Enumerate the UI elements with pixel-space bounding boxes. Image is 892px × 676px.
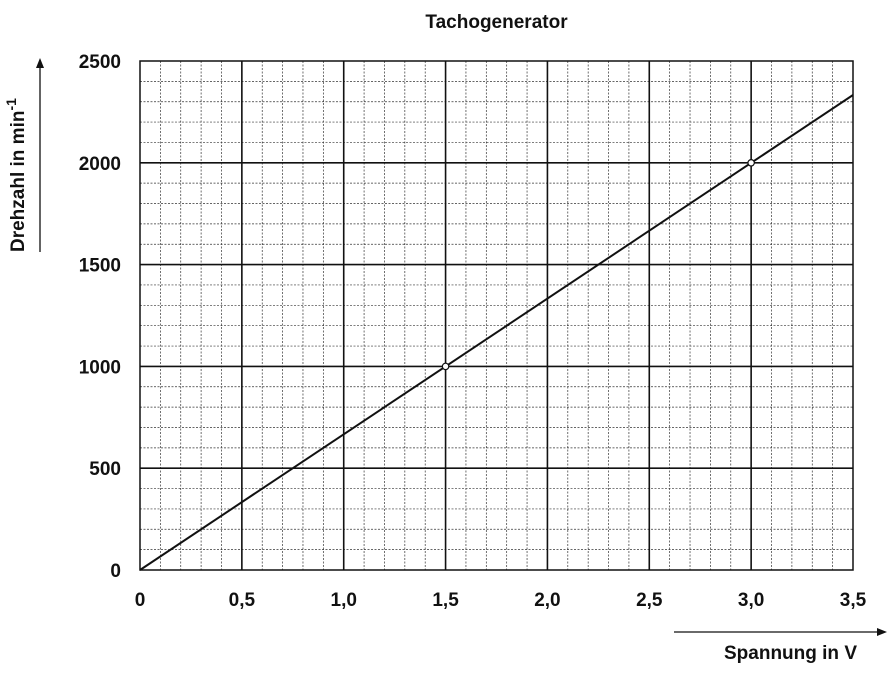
y-tick-label: 1000 (79, 357, 121, 378)
x-tick-label: 1,5 (432, 590, 459, 611)
minor-grid (140, 61, 853, 570)
x-tick-label: 1,0 (331, 590, 357, 611)
plot-frame (139, 60, 854, 571)
marked-points (441, 159, 755, 371)
y-tick-label: 2500 (79, 52, 121, 73)
series-line (139, 94, 854, 571)
x-tick-label: 3,5 (840, 590, 867, 611)
y-axis-label-main: Drehzahl in min (8, 111, 29, 252)
x-axis-arrow-head (877, 628, 887, 636)
x-tick-label: 0,5 (229, 590, 256, 611)
y-axis-arrow-head (36, 58, 44, 68)
major-grid (140, 61, 853, 570)
series-layer (139, 94, 854, 571)
x-tick-label: 2,0 (534, 590, 560, 611)
x-tick-labels: 0 0,5 1,0 1,5 2,0 2,5 3,0 3,5 (135, 590, 867, 611)
y-tick-label: 0 (110, 561, 121, 582)
marked-point (441, 362, 450, 371)
x-tick-label: 2,5 (636, 590, 663, 611)
x-axis-label-group: Spannung in V (674, 628, 887, 664)
x-axis-label: Spannung in V (724, 643, 857, 664)
chart-title: Tachogenerator (425, 12, 568, 33)
marked-point (747, 159, 755, 167)
y-tick-labels: 0 500 1000 1500 2000 2500 (79, 52, 121, 582)
x-tick-label: 0 (135, 590, 146, 611)
y-tick-label: 1500 (79, 256, 121, 277)
y-axis-label-group: Drehzahl in min-1 (3, 58, 44, 252)
y-tick-label: 500 (89, 459, 121, 480)
x-tick-label: 3,0 (738, 590, 764, 611)
y-tick-label: 2000 (79, 154, 121, 175)
y-axis-label: Drehzahl in min-1 (3, 98, 29, 252)
y-axis-label-superscript: -1 (3, 98, 19, 111)
